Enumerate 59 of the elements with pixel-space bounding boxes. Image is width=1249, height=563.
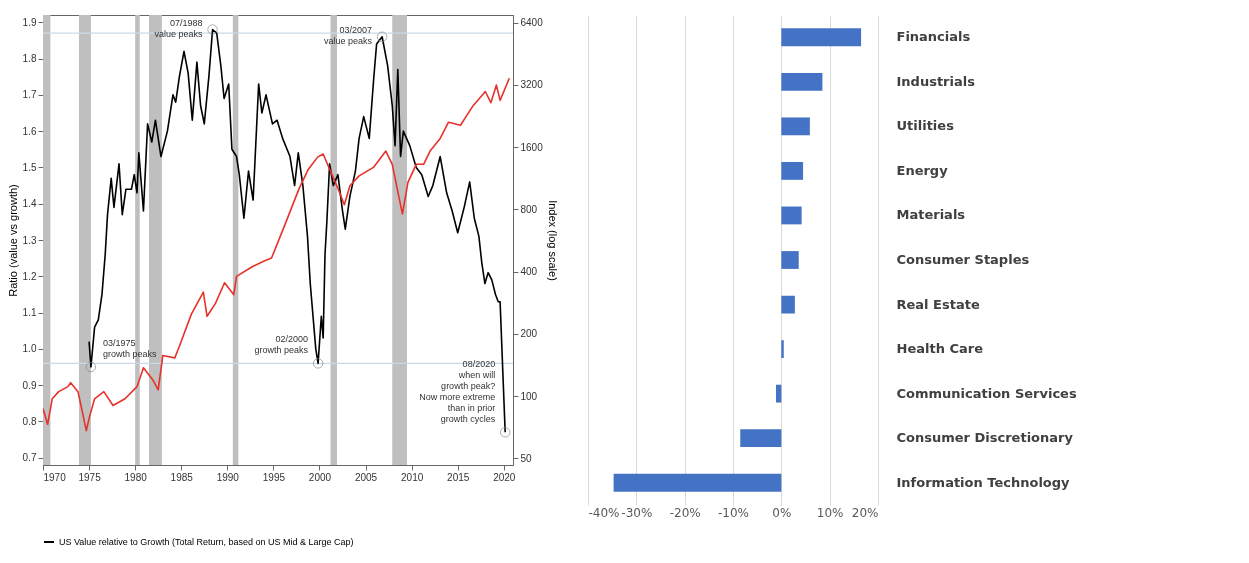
x-tick-label: 2015 [447,471,470,483]
x-tick-label: 2000 [308,471,332,483]
line-series [43,77,511,432]
y-tick-label: Real Estate [896,296,980,312]
y-tick-label: Consumer Staples [896,252,1030,267]
annotation: 07/1988 value peaks [154,17,204,39]
y-tick-label: 1.2 [22,270,37,282]
x-tick-label: 1975 [78,471,102,483]
y-tick-label: Industrials [896,73,976,89]
y-tick-label: 0.7 [22,452,37,464]
y-tick-label: 0.8 [22,415,37,427]
y-tick-label: 1.3 [22,234,37,246]
y-tick-label: Communication Services [896,385,1077,401]
y2-tick-label: 50 [520,452,533,464]
x-tick-label: 1985 [170,471,194,483]
y-tick-label: 1.8 [22,53,37,65]
y-tick-label: 1.0 [22,343,37,355]
legend-label: US Value relative to Growth (Total Return, based on US Mid & Large Cap) [59,537,354,547]
annotation: 03/1975 growth peaks [102,338,157,360]
y-tick-label: Consumer Discretionary [896,430,1074,446]
x-tick-label: -10% [717,505,750,520]
x-tick-label: -30% [621,505,653,520]
x-tick-label: 1990 [216,471,240,483]
y-tick-label: Health Care [896,341,984,357]
y-tick-label: 0.9 [22,379,37,391]
y-tick-label: 1.9 [22,16,37,28]
x-tick-label: 1995 [262,471,286,483]
y2-tick-label: 200 [520,328,538,340]
x-tick-label: 2005 [354,471,378,483]
x-tick-label: 1980 [124,471,148,483]
y2-tick-label: 3200 [520,79,544,91]
annotation: 03/2007 value peaks [324,24,373,46]
y2-tick-label: 800 [520,203,538,215]
y-axis-title: Ratio (value vs growth) [6,184,19,297]
x-tick-label: 0% [772,505,792,520]
x-tick-label: 10% [816,505,844,520]
y2-axis-title: Index (log scale) [546,200,559,281]
y-tick-label: 1.5 [22,161,37,173]
y2-tick-label: 6400 [520,17,544,29]
x-tick-label: 1970 [43,471,67,483]
y-tick-label: 1.6 [22,125,37,137]
y-tick-label: 1.4 [22,198,37,210]
x-tick-label: 2020 [493,471,516,483]
y-tick-label: Materials [896,207,966,223]
y-tick-label: Utilities [896,118,955,134]
y-tick-label: Information Technology [896,474,1071,490]
y-tick-label: Energy [896,162,949,178]
y2-tick-label: 100 [520,390,538,402]
x-tick-label: -20% [669,505,701,520]
x-tick-label: -40% [588,505,620,520]
y2-tick-label: 400 [520,266,538,278]
x-tick-label: 20% [851,505,879,520]
y2-tick-label: 1600 [520,141,544,153]
y-tick-label: 1.1 [22,307,37,319]
annotation: 08/2020 when will growth peak? Now more extreme than in prior growth cycles [419,359,496,425]
x-tick-label: 2010 [401,471,424,483]
y-tick-label: Financials [896,29,971,45]
y-tick-label: 1.7 [22,89,37,101]
annotation: 02/2000 growth peaks [254,334,309,356]
